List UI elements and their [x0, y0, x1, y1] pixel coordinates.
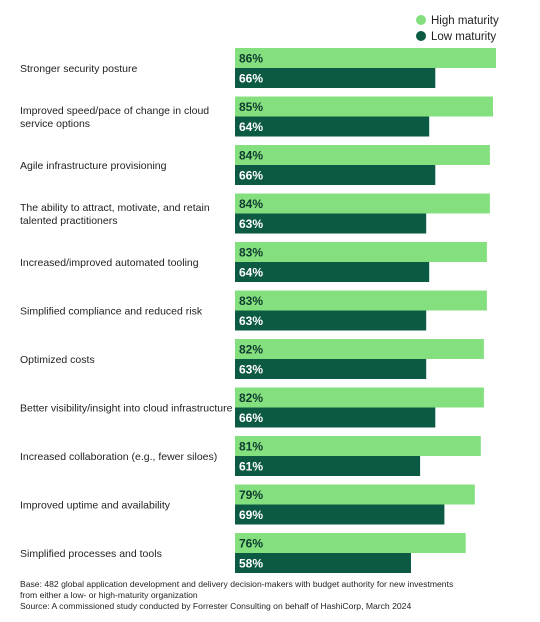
value-label: 66%: [239, 72, 263, 86]
footnote-base-line-1: Base: 482 global application development…: [20, 579, 454, 589]
legend-label-1: Low maturity: [431, 31, 496, 43]
value-label: 82%: [239, 343, 263, 357]
value-label: 83%: [239, 294, 263, 308]
value-label: 63%: [239, 314, 263, 328]
value-label: 61%: [239, 460, 263, 474]
bar-low-maturity: [235, 116, 430, 137]
category-label: Increased collaboration (e.g., fewer sil…: [20, 451, 217, 463]
value-label: 86%: [239, 52, 263, 66]
footnote-source: Source: A commissioned study conducted b…: [20, 601, 412, 611]
bar-low-maturity: [235, 310, 427, 331]
category-label: Improved speed/pace of change in cloud se…: [20, 105, 209, 130]
bar-low-maturity: [235, 213, 427, 234]
category-label: Simplified compliance and reduced risk: [20, 306, 203, 318]
bar-high-maturity: [235, 387, 484, 408]
legend-label-0: High maturity: [431, 15, 499, 27]
bar-low-maturity: [235, 359, 427, 379]
legend-marker-0: [416, 15, 426, 25]
value-label: 58%: [239, 557, 263, 571]
value-label: 69%: [239, 508, 263, 522]
category-label: The ability to attract, motivate, and re…: [20, 202, 210, 227]
value-label: 66%: [239, 169, 263, 183]
bar-high-maturity: [235, 436, 481, 456]
category-label: Agile infrastructure provisioning: [20, 160, 167, 172]
category-label: Increased/improved automated tooling: [20, 257, 199, 269]
bar-low-maturity: [235, 165, 436, 185]
bar-low-maturity: [235, 262, 430, 282]
value-label: 82%: [239, 391, 263, 405]
category-label: Improved uptime and availability: [20, 500, 171, 512]
bar-low-maturity: [235, 456, 421, 476]
value-label: 64%: [239, 266, 263, 280]
footnote: Base: 482 global application development…: [20, 579, 520, 612]
bar-high-maturity: [235, 96, 493, 117]
bar-chart: High maturity Low maturity Stronger securi…: [20, 15, 499, 573]
category-label: Stronger security posture: [20, 63, 137, 75]
value-label: 84%: [239, 197, 263, 211]
bar-high-maturity: [235, 339, 484, 359]
legend-marker-1: [416, 31, 426, 41]
bar-high-maturity: [235, 484, 475, 505]
value-label: 84%: [239, 149, 263, 163]
bar-high-maturity: [235, 145, 490, 165]
category-label: Better visibility/insight into cloud inf…: [20, 403, 233, 415]
value-label: 85%: [239, 100, 263, 114]
value-label: 79%: [239, 488, 263, 502]
bar-low-maturity: [235, 68, 436, 88]
value-label: 63%: [239, 217, 263, 231]
value-label: 64%: [239, 120, 263, 134]
bar-high-maturity: [235, 533, 466, 553]
footnote-base-line-2: from either a low- or high-maturity orga…: [20, 590, 198, 600]
bar-high-maturity: [235, 290, 487, 311]
value-label: 83%: [239, 246, 263, 260]
bar-high-maturity: [235, 242, 487, 262]
value-label: 76%: [239, 537, 263, 551]
bar-low-maturity: [235, 504, 445, 525]
value-label: 66%: [239, 411, 263, 425]
bar-high-maturity: [235, 193, 490, 214]
category-label: Simplified processes and tools: [20, 548, 162, 560]
category-label: Optimized costs: [20, 354, 95, 366]
bar-high-maturity: [235, 48, 496, 68]
bar-low-maturity: [235, 407, 436, 428]
value-label: 63%: [239, 363, 263, 377]
bar-low-maturity: [235, 553, 411, 573]
value-label: 81%: [239, 440, 263, 454]
